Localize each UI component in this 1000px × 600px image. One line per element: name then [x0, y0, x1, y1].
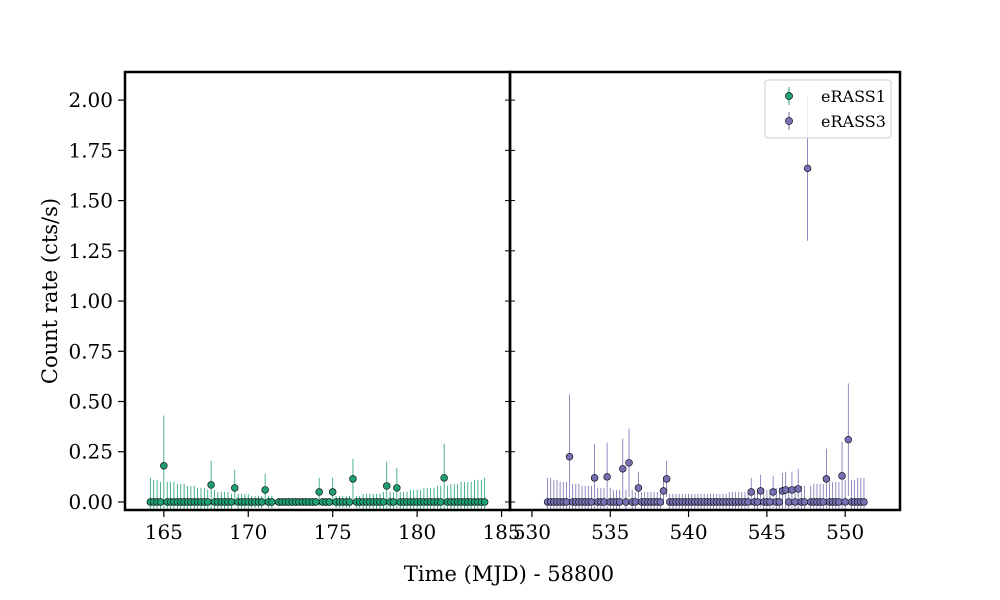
- left-data-point: [231, 484, 239, 492]
- left-panel: 165 170 175 180 185 0.00 0.25 0.50 0.75 1.00 1.25…: [68, 70, 521, 544]
- left-data-point: [480, 498, 489, 506]
- left-data-point: [160, 462, 168, 470]
- y-axis-label: Count rate (cts/s): [38, 198, 62, 384]
- legend-erass1-marker: [785, 92, 793, 100]
- right-data-point: [659, 487, 668, 495]
- right-data-point: [753, 498, 762, 506]
- right-data-point: [785, 498, 793, 506]
- legend-erass3-marker: [785, 117, 793, 125]
- x-axis-label: Time (MJD) - 58800: [404, 562, 614, 586]
- left-data-point: [207, 481, 215, 489]
- right-x-tick-label: 540: [669, 520, 707, 544]
- left-data-point: [383, 482, 391, 490]
- right-x-tick-label: 530: [513, 520, 551, 544]
- left-y-tick-label: 0.25: [68, 440, 113, 464]
- right-data-point: [766, 498, 774, 506]
- right-data-point: [600, 498, 608, 506]
- right-data-point: [587, 498, 596, 506]
- legend-box: [764, 79, 892, 139]
- left-x-tick-label: 170: [229, 520, 267, 544]
- left-data-point: [227, 498, 236, 506]
- left-data-point: [258, 498, 266, 506]
- left-data-point: [440, 474, 448, 482]
- left-y-tick-label: 0.00: [68, 490, 113, 514]
- right-data-point: [781, 486, 790, 494]
- right-data-point: [803, 164, 812, 173]
- left-y-tick-label: 2.00: [68, 88, 113, 112]
- left-y-tick-label: 1.25: [68, 239, 113, 263]
- right-data-point: [841, 498, 849, 506]
- right-data-point: [662, 475, 671, 483]
- left-data-point: [312, 498, 320, 506]
- right-axes-frame: [508, 70, 902, 512]
- right-markers: [543, 164, 868, 506]
- legend-erass1-label: eRASS1: [821, 87, 886, 106]
- right-data-point: [562, 498, 571, 506]
- left-data-point: [204, 498, 212, 506]
- right-data-point: [838, 472, 846, 480]
- left-data-point: [268, 498, 276, 506]
- left-y-ticks: 0.00 0.25 0.50 0.75 1.00 1.25 1.50 1.75 2.00: [68, 88, 510, 514]
- left-data-point: [156, 498, 165, 506]
- right-data-point: [800, 498, 809, 506]
- right-data-point: [590, 474, 599, 482]
- right-data-point: [565, 453, 574, 461]
- left-y-tick-label: 0.75: [68, 339, 113, 363]
- right-x-tick-label: 550: [826, 520, 864, 544]
- right-data-point: [619, 465, 627, 473]
- left-y-tick-label: 1.75: [68, 138, 113, 162]
- left-data-point: [389, 498, 398, 506]
- left-y-tick-label: 0.50: [68, 390, 113, 414]
- right-data-point: [747, 488, 755, 496]
- right-data-point: [656, 498, 665, 506]
- left-data-point: [345, 498, 354, 506]
- left-data-point: [325, 498, 334, 506]
- right-data-point: [835, 498, 843, 506]
- left-y-tick-label: 1.00: [68, 289, 113, 313]
- left-data-point: [315, 488, 323, 496]
- left-data-point: [437, 498, 445, 506]
- left-data-point: [261, 486, 269, 494]
- right-data-point: [844, 435, 853, 444]
- right-data-point: [625, 459, 633, 467]
- right-data-point: [860, 498, 868, 506]
- right-data-point: [744, 498, 752, 506]
- left-data-point: [349, 475, 357, 483]
- left-markers: [146, 462, 489, 506]
- right-data-point: [631, 498, 640, 506]
- right-data-point: [788, 486, 796, 494]
- legend-erass3-label: eRASS3: [821, 112, 886, 131]
- right-panel: 530 535 540 545 550: [508, 70, 902, 544]
- legend: eRASS1 eRASS3: [764, 79, 892, 139]
- left-x-tick-label: 180: [398, 520, 436, 544]
- left-data-point: [393, 484, 401, 492]
- right-data-point: [634, 484, 643, 492]
- right-x-tick-label: 535: [591, 520, 629, 544]
- left-x-ticks: 165 170 175 180 185: [145, 510, 521, 544]
- left-x-tick-label: 175: [314, 520, 352, 544]
- left-x-tick-label: 185: [482, 520, 520, 544]
- left-y-tick-label: 1.50: [68, 189, 113, 213]
- right-data-point: [775, 498, 784, 506]
- left-x-tick-label: 165: [145, 520, 183, 544]
- right-x-ticks: 530 535 540 545 550: [513, 510, 864, 544]
- right-data-point: [615, 498, 624, 506]
- left-data-point: [379, 498, 388, 506]
- right-data-point: [822, 475, 831, 483]
- right-data-point: [603, 473, 611, 481]
- left-data-point: [328, 488, 337, 496]
- right-data-point: [819, 498, 827, 506]
- right-data-point: [622, 498, 630, 506]
- right-data-point: [794, 485, 802, 493]
- right-x-tick-label: 545: [748, 520, 786, 544]
- right-data-point: [769, 488, 777, 496]
- right-data-point: [756, 487, 765, 495]
- right-data-point: [791, 498, 799, 506]
